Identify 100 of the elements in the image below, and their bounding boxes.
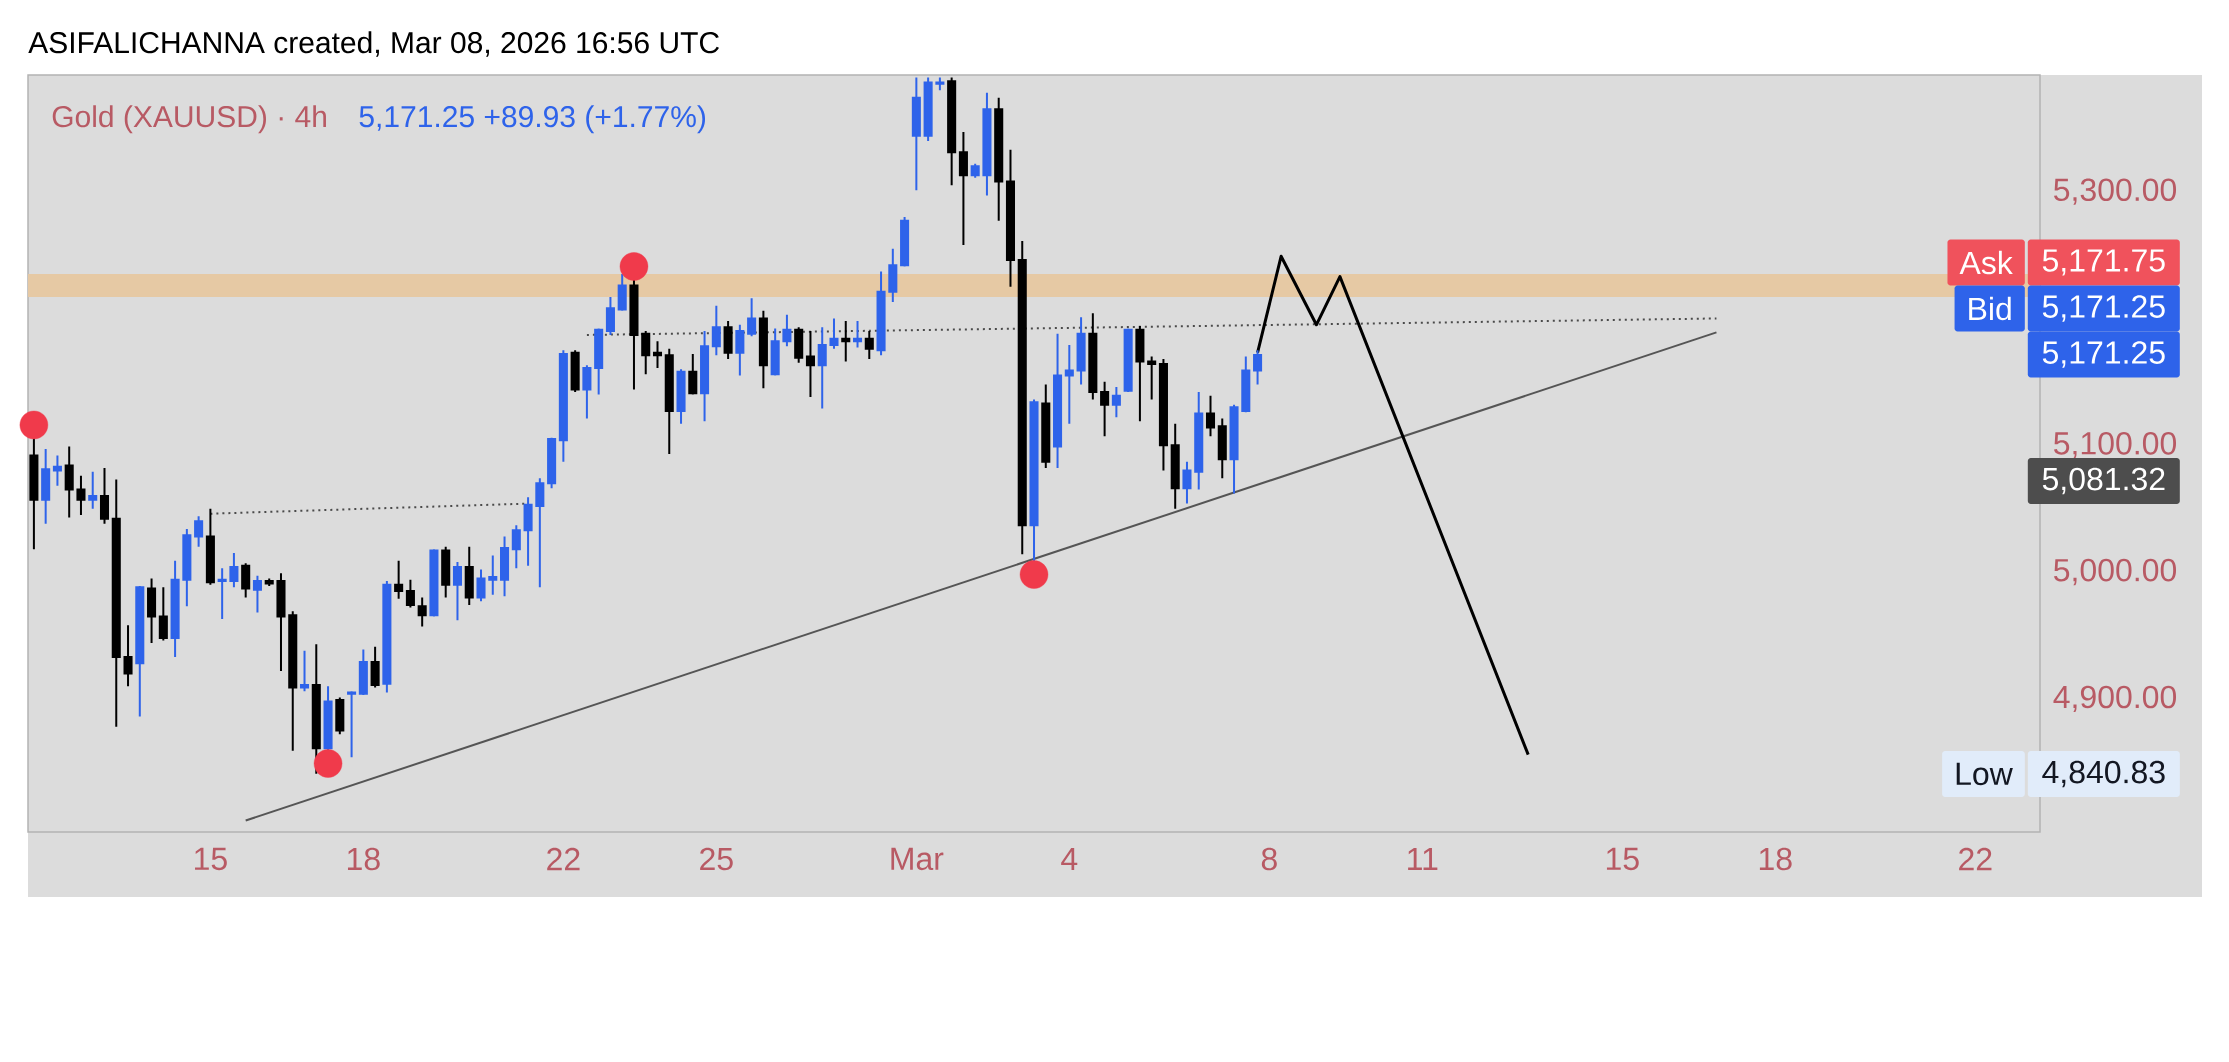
candlestick <box>1217 417 1227 480</box>
candlestick <box>476 568 486 603</box>
annotation: Ask <box>1959 250 2013 275</box>
candlestick <box>264 577 274 587</box>
candlestick <box>1053 332 1063 470</box>
candlestick <box>1088 312 1098 401</box>
y-tick-label: 5,100.00 <box>2054 432 2177 459</box>
x-tick-label: 22 <box>547 847 580 871</box>
candlestick <box>288 610 298 752</box>
candlestick <box>935 76 945 92</box>
candlestick <box>876 270 886 357</box>
candlestick <box>735 323 745 377</box>
candlestick <box>900 216 910 268</box>
candlestick <box>405 578 415 609</box>
candlestick <box>523 496 533 567</box>
candlestick <box>1100 380 1110 438</box>
candlestick <box>1158 358 1168 472</box>
candlestick <box>617 273 627 312</box>
candlestick <box>1017 240 1027 556</box>
x-tick-label: 15 <box>195 847 227 871</box>
candlestick <box>123 624 133 688</box>
candlestick <box>335 696 345 736</box>
candlestick <box>1182 460 1192 505</box>
candlestick <box>370 645 380 689</box>
candlestick <box>394 559 404 600</box>
candlestick <box>758 309 768 390</box>
candlestick <box>64 445 74 519</box>
candlestick <box>99 467 110 525</box>
candlestick <box>1170 422 1180 510</box>
x-tick-label: 25 <box>700 847 733 871</box>
candlestick <box>676 368 686 425</box>
text: Gold (XAUUSD) · 4h <box>52 105 326 134</box>
candlestick <box>52 454 62 487</box>
candlestick <box>1253 349 1263 386</box>
candlestick <box>535 477 545 589</box>
candlestick <box>147 577 157 645</box>
candlestick <box>276 572 286 672</box>
candlestick <box>782 313 792 348</box>
candlestick <box>299 649 310 693</box>
candlestick <box>888 247 898 303</box>
candlestick <box>711 304 721 357</box>
text: 5,081.32 <box>2042 467 2165 495</box>
candlestick <box>864 330 874 361</box>
candlestick <box>452 560 463 622</box>
candlestick <box>488 554 498 596</box>
candlestick <box>805 330 815 399</box>
candlestick <box>429 548 439 618</box>
candlestick <box>347 690 357 759</box>
candlestick <box>652 340 663 369</box>
candlestick <box>641 330 651 376</box>
x-tick-label: 15 <box>1606 847 1639 871</box>
candlestick <box>982 91 992 197</box>
point <box>19 410 49 440</box>
x-tick-label: Mar <box>891 847 944 871</box>
candlestick <box>500 535 510 598</box>
y-tick-label: 5,000.00 <box>2054 558 2177 586</box>
candlestick <box>252 574 262 614</box>
x-tick-label: 4 <box>1061 847 1078 870</box>
candlestick <box>1041 383 1051 470</box>
candlestick <box>747 297 757 338</box>
candlestick <box>994 96 1004 222</box>
candlestick <box>970 162 980 179</box>
candlestick <box>1241 355 1251 414</box>
candlestick <box>1194 390 1204 491</box>
annotation: Bid <box>1969 296 2011 321</box>
candlestick <box>700 330 710 423</box>
candlestick <box>723 319 733 361</box>
point <box>313 749 343 778</box>
x-tick-label: 18 <box>1759 847 1792 871</box>
line-series <box>1256 254 1530 757</box>
text: 4,840.83 <box>2042 760 2165 788</box>
candlestick <box>817 326 827 410</box>
y-tick-label: 4,900.00 <box>2053 685 2177 713</box>
candlestick <box>958 131 968 246</box>
point <box>1019 560 1049 589</box>
candlestick <box>511 524 521 570</box>
candlestick <box>241 562 251 599</box>
candlestick <box>229 552 239 589</box>
candlestick <box>841 319 851 363</box>
candlestick <box>1229 403 1239 495</box>
candlestick <box>688 352 698 396</box>
candlestick <box>947 76 957 187</box>
x-tick-label: 18 <box>347 847 380 871</box>
annotation: Low <box>1956 762 2013 786</box>
candlestick <box>170 559 180 658</box>
candlestick <box>1147 355 1157 401</box>
candlestick <box>358 648 368 697</box>
candlestick <box>547 436 557 490</box>
text: ASIFALICHANNA created, Mar 08, 2026 16:56 UTC <box>28 31 719 57</box>
candlestick <box>205 507 215 586</box>
candlestick <box>664 347 674 456</box>
candlestick <box>852 319 863 349</box>
candlestick <box>582 364 592 420</box>
x-tick-label: 11 <box>1408 847 1438 870</box>
candlestick <box>1005 148 1016 288</box>
text: 5,171.25 <box>2042 341 2165 368</box>
candlestick <box>382 579 392 694</box>
candlestick <box>311 643 321 775</box>
y-tick-label: 5,300.00 <box>2054 178 2177 205</box>
candlestick <box>76 474 86 516</box>
